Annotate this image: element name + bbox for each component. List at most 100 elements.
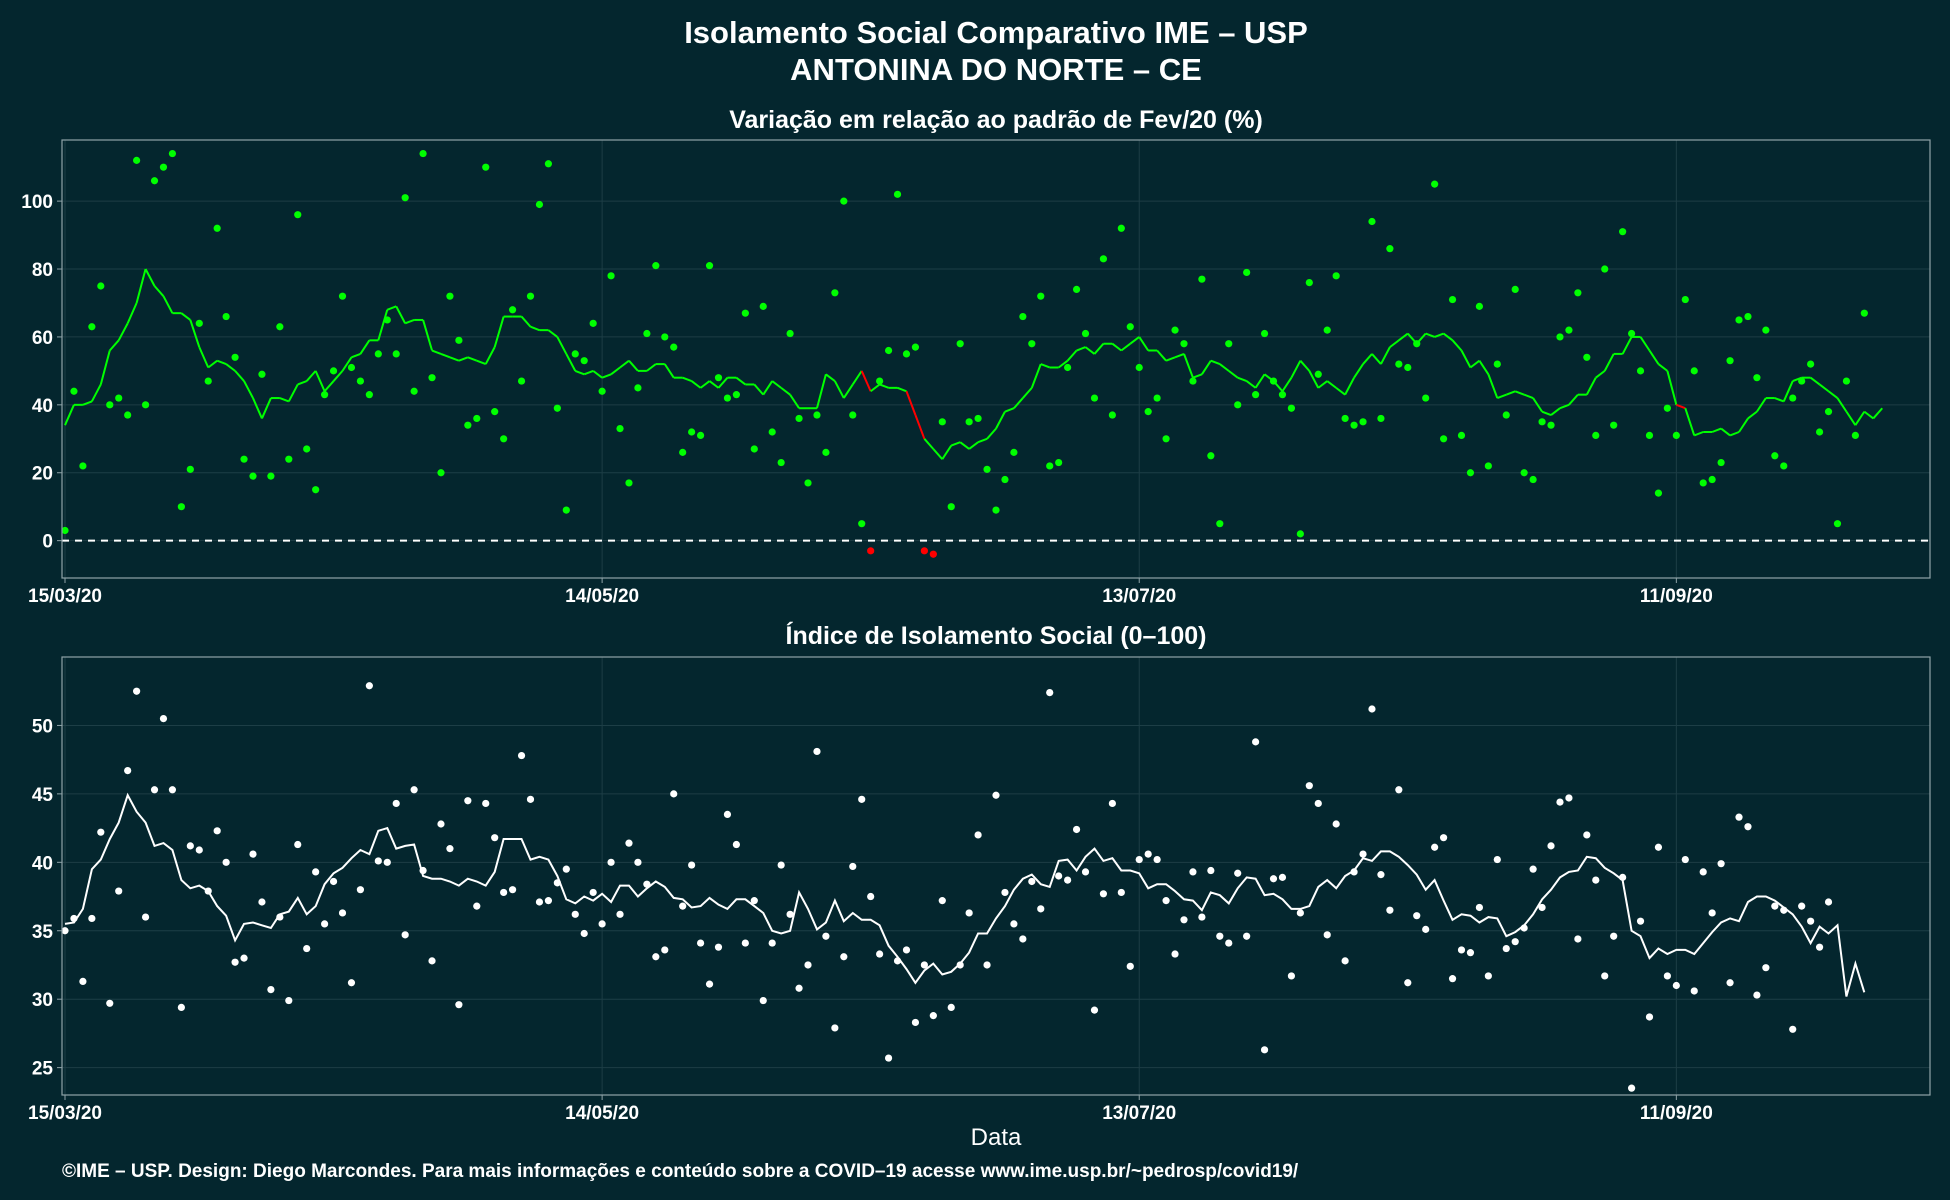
- index-point: [97, 828, 105, 836]
- index-point: [1529, 865, 1537, 873]
- variation-moving-average-segment: [1389, 339, 1400, 348]
- variation-point: [365, 391, 373, 399]
- index-point: [1654, 843, 1663, 851]
- variation-moving-average-segment: [1514, 390, 1525, 396]
- variation-point: [383, 316, 391, 324]
- index-point: [1708, 909, 1716, 917]
- index-point: [150, 786, 159, 794]
- variation-moving-average-segment: [1541, 410, 1552, 416]
- variation-point: [1404, 363, 1412, 372]
- index-point: [294, 840, 302, 849]
- variation-moving-average-segment: [1120, 342, 1131, 352]
- footer-credit: ©IME – USP. Design: Diego Marcondes. Par…: [62, 1161, 1299, 1182]
- variation-point: [965, 418, 973, 426]
- variation-point: [893, 190, 902, 198]
- variation-point: [1645, 431, 1654, 439]
- variation-moving-average-segment: [1425, 332, 1435, 338]
- variation-point: [1807, 360, 1815, 368]
- variation-moving-average-segment: [207, 359, 218, 369]
- variation-moving-average-segment: [225, 363, 236, 372]
- variation-moving-average-segment: [1505, 390, 1516, 396]
- index-point: [249, 850, 257, 858]
- index-point: [1207, 866, 1215, 875]
- index-point: [562, 865, 570, 873]
- variation-moving-average-segment: [305, 370, 317, 382]
- index-point: [446, 845, 454, 853]
- variation-moving-average-segment: [1657, 363, 1668, 372]
- variation-point: [1252, 391, 1260, 399]
- variation-moving-average-segment: [1818, 383, 1830, 393]
- variation-moving-average-segment: [1845, 411, 1857, 426]
- variation-point: [1323, 326, 1331, 334]
- variation-moving-average-segment: [1210, 359, 1221, 366]
- variation-moving-average-segment: [1111, 342, 1122, 352]
- variation-point: [1189, 377, 1197, 385]
- variation-point: [1753, 374, 1761, 382]
- variation-point: [1072, 285, 1081, 293]
- variation-moving-average-segment: [261, 397, 272, 419]
- index-point: [177, 1003, 185, 1012]
- variation-moving-average-segment: [359, 339, 371, 355]
- index-point: [1645, 1013, 1654, 1021]
- variation-point: [464, 421, 472, 429]
- variation-moving-average-segment: [1559, 403, 1570, 410]
- variation-moving-average-segment: [323, 380, 335, 392]
- variation-point: [1332, 272, 1340, 280]
- index-point: [1287, 972, 1296, 980]
- index-point: [849, 862, 857, 871]
- variation-moving-average-segment: [1603, 353, 1615, 372]
- index-point: [661, 946, 669, 954]
- index-point: [1171, 950, 1179, 958]
- variation-point: [177, 503, 185, 511]
- variation-moving-average-segment: [252, 397, 263, 419]
- variation-moving-average-segment: [691, 380, 702, 389]
- index-point: [1636, 917, 1645, 925]
- index-point: [1189, 868, 1197, 876]
- variation-point: [750, 445, 758, 453]
- index-point: [1162, 897, 1170, 905]
- index-point: [580, 929, 588, 938]
- variation-point: [1574, 289, 1582, 297]
- index-point: [884, 1054, 893, 1062]
- variation-moving-average-segment: [1496, 393, 1507, 399]
- index-point: [777, 861, 785, 869]
- variation-point: [249, 472, 257, 480]
- variation-y-tick-label: 60: [32, 328, 53, 349]
- variation-point: [1046, 462, 1054, 470]
- variation-moving-average-segment: [1308, 370, 1320, 389]
- index-point: [1153, 855, 1161, 864]
- variation-moving-average-segment: [109, 339, 120, 352]
- variation-point: [911, 343, 920, 351]
- variation-point: [1619, 228, 1627, 236]
- variation-moving-average-segment: [1371, 353, 1382, 365]
- variation-moving-average-segment: [753, 383, 765, 396]
- variation-point: [1135, 363, 1143, 372]
- variation-point: [1260, 329, 1269, 338]
- variation-point: [831, 289, 839, 297]
- variation-x-tick-label: 15/03/20: [28, 586, 102, 607]
- variation-point: [1475, 302, 1484, 310]
- variation-moving-average-segment: [932, 448, 944, 460]
- variation-point: [1314, 370, 1322, 378]
- index-point: [508, 886, 517, 894]
- variation-moving-average-segment: [1281, 377, 1293, 392]
- index-point: [159, 714, 168, 723]
- variation-moving-average-segment: [1246, 380, 1257, 389]
- index-point: [1422, 925, 1430, 933]
- variation-point: [1296, 530, 1304, 538]
- variation-point: [1225, 340, 1233, 348]
- variation-moving-average-segment: [682, 376, 692, 383]
- variation-point: [1699, 479, 1707, 487]
- index-point: [88, 914, 96, 923]
- index-point: [1144, 850, 1152, 858]
- variation-moving-average-segment: [440, 352, 451, 359]
- variation-point: [222, 312, 230, 321]
- variation-point: [526, 292, 535, 300]
- index-point: [222, 858, 230, 866]
- variation-point: [401, 194, 409, 202]
- variation-point: [1019, 312, 1027, 321]
- variation-moving-average-segment: [1201, 360, 1212, 375]
- index-point: [124, 767, 132, 775]
- variation-moving-average-segment: [1585, 377, 1597, 396]
- variation-point: [1153, 394, 1161, 402]
